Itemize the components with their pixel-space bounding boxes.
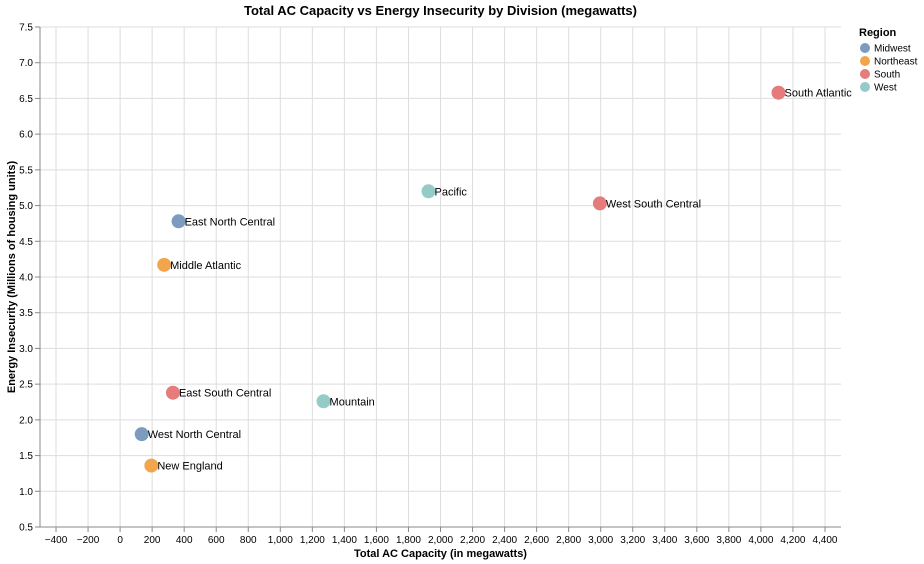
x-tick-label: 0 [117,535,123,546]
point-label: West North Central [148,429,241,441]
data-point [171,214,186,229]
legend-symbol [860,82,870,92]
legend-label: Midwest [874,44,911,55]
y-tick-label: 3.5 [19,308,33,319]
x-tick-label: 1,400 [332,535,357,546]
y-tick-label: 2.0 [19,415,33,426]
y-tick-label: 4.0 [19,273,33,284]
data-point [592,196,607,211]
x-tick-label: 4,200 [780,535,805,546]
axes: −400 −200 0 200 400 600 800 1,000 1,200 1,400 1,60… [19,23,841,546]
x-tick-label: −200 [77,535,100,546]
y-tick-label: 1.0 [19,487,33,498]
x-axis-title: Total AC Capacity (in megawatts) [354,548,527,560]
x-tick-label: 2,600 [524,535,549,546]
y-tick-label: 7.0 [19,58,33,69]
chart-title: Total AC Capacity vs Energy Insecurity b… [244,3,637,18]
point-label: Pacific [434,186,467,198]
x-tick-label: 3,200 [620,535,645,546]
x-tick-label: 1,800 [396,535,421,546]
y-tick-label: 2.5 [19,380,33,391]
x-tick-label: 3,400 [652,535,677,546]
y-tick-label: 0.5 [19,523,33,534]
legend-label: Northeast [874,57,918,68]
legend-symbol [860,69,870,79]
y-tick-label: 5.0 [19,201,33,212]
x-tick-label: 3,800 [716,535,741,546]
data-point [316,394,331,409]
point-label: South Atlantic [785,88,853,100]
x-tick-label: 1,000 [268,535,293,546]
x-tick-label: 1,200 [300,535,325,546]
legend: Region Midwest Northeast South West [859,27,918,94]
x-tick-label: 4,400 [812,535,837,546]
y-tick-label: 4.5 [19,237,33,248]
data-point [421,184,436,199]
x-tick-label: 800 [240,535,257,546]
legend-label: West [874,83,897,94]
point-label: West South Central [606,198,701,210]
data-point [134,427,149,442]
x-tick-label: 3,600 [684,535,709,546]
x-tick-label: 600 [208,535,225,546]
x-tick-label: −400 [45,535,68,546]
legend-symbol [860,56,870,66]
data-point [144,458,159,473]
data-point [157,257,172,272]
x-tick-label: 400 [176,535,193,546]
point-label: Mountain [330,396,375,408]
x-tick-label: 2,000 [428,535,453,546]
y-tick-label: 5.5 [19,165,33,176]
data-points [134,85,786,473]
legend-label: South [874,70,900,81]
grid [40,26,841,528]
y-tick-label: 3.0 [19,344,33,355]
point-label: East North Central [185,216,275,228]
y-tick-label: 6.0 [19,130,33,141]
y-tick-label: 7.5 [19,23,33,34]
y-tick-label: 6.5 [19,94,33,105]
x-tick-label: 1,600 [364,535,389,546]
x-tick-label: 4,000 [748,535,773,546]
y-axis-title: Energy Insecurity (Millions of housing u… [6,161,18,394]
x-tick-label: 3,000 [588,535,613,546]
point-label: New England [157,461,222,473]
point-label: Middle Atlantic [170,260,241,272]
y-tick-label: 1.5 [19,451,33,462]
x-tick-label: 2,800 [556,535,581,546]
x-tick-label: 200 [144,535,161,546]
data-point [771,85,786,100]
x-tick-label: 2,200 [460,535,485,546]
data-point [165,385,180,400]
point-label: East South Central [179,388,271,400]
x-tick-label: 2,400 [492,535,517,546]
legend-title: Region [859,27,897,39]
point-labels: South Atlantic West South Central Pacific E… [148,88,853,473]
legend-symbol [860,43,870,53]
